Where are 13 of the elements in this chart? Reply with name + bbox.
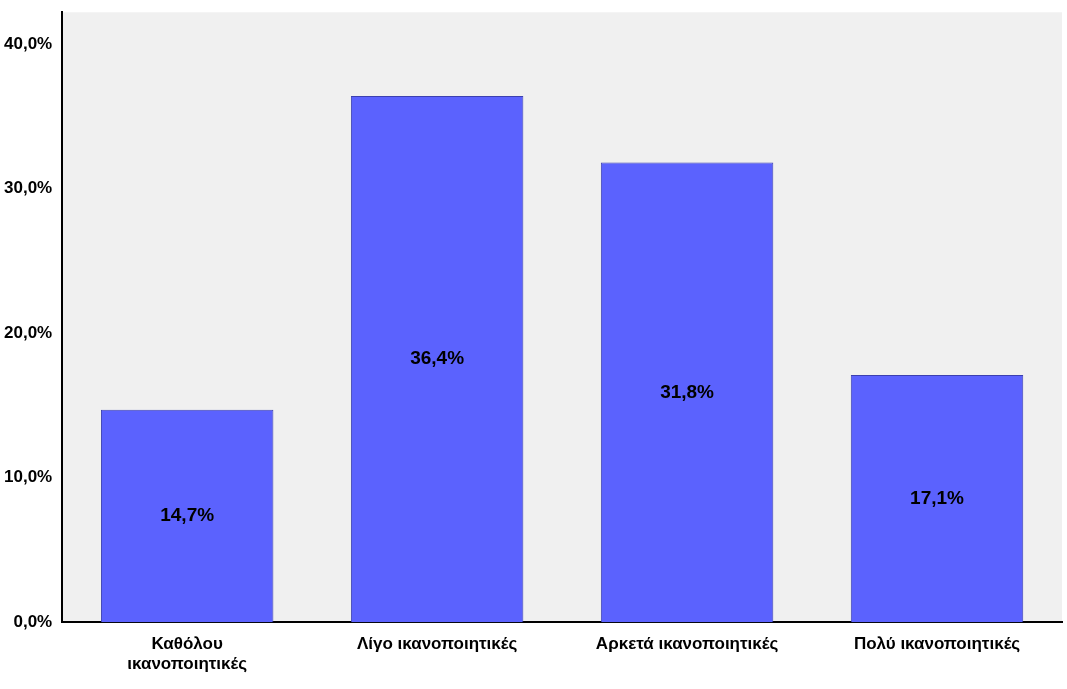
x-tick-label: Πολύ ικανοποιητικές: [853, 634, 1021, 654]
x-tick-label: Λίγο ικανοποιητικές: [356, 634, 518, 654]
y-tick-label: 20,0%: [4, 322, 53, 342]
x-tick-label: Καθόλου ικανοποιητικές: [127, 634, 248, 674]
y-tick-label: 0,0%: [13, 611, 53, 631]
data-label: 14,7%: [160, 504, 215, 526]
y-tick-label: 40,0%: [4, 33, 53, 53]
x-tick-label: Αρκετά ικανοποιητικές: [595, 634, 779, 654]
data-label: 36,4%: [410, 347, 465, 369]
data-label: 17,1%: [910, 486, 965, 508]
data-label: 31,8%: [660, 380, 715, 402]
y-tick-label: 10,0%: [4, 467, 53, 487]
y-tick-label: 30,0%: [4, 178, 53, 198]
